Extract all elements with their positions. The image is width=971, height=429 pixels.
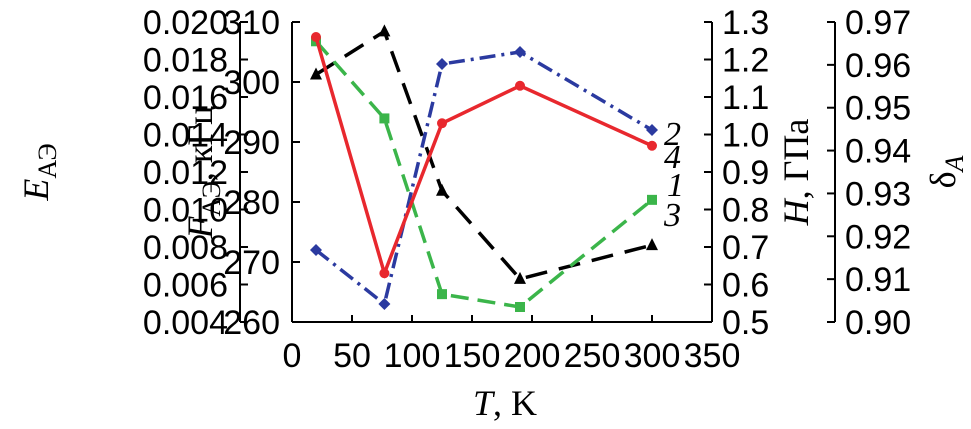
e-tick-label: 0.008 bbox=[143, 229, 228, 267]
f-tick-label: 300 bbox=[223, 64, 280, 102]
f-tick-label: 270 bbox=[223, 244, 280, 282]
series-2-point bbox=[378, 298, 391, 310]
e-tick-label: 0.012 bbox=[143, 154, 228, 192]
h-tick-label: 0.6 bbox=[722, 267, 769, 305]
x-tick-label: 200 bbox=[504, 337, 561, 375]
h-tick-label: 1.0 bbox=[722, 117, 769, 155]
curve-label-2: 2 bbox=[664, 116, 681, 153]
e-tick-label: 0.018 bbox=[143, 42, 228, 80]
f-tick-label: 260 bbox=[223, 304, 280, 342]
e-tick-label: 0.006 bbox=[143, 267, 228, 305]
delta-tick-label: 0.97 bbox=[845, 4, 911, 42]
delta-tick-label: 0.96 bbox=[845, 47, 911, 85]
series-1-point bbox=[436, 183, 448, 196]
series-3-point bbox=[515, 302, 525, 312]
delta-axis-title: δA bbox=[923, 155, 969, 188]
h-axis-title: H, ГПа bbox=[776, 119, 816, 227]
delta-tick-label: 0.95 bbox=[845, 90, 911, 128]
f-tick-label: 310 bbox=[223, 4, 280, 42]
series-3-point bbox=[647, 194, 657, 205]
x-axis-title: T, K bbox=[473, 383, 537, 423]
delta-tick-label: 0.91 bbox=[845, 261, 911, 299]
h-tick-label: 0.9 bbox=[722, 154, 769, 192]
x-tick-label: 250 bbox=[564, 337, 621, 375]
series-3 bbox=[311, 36, 657, 312]
series-4-point bbox=[379, 268, 390, 279]
series-1 bbox=[310, 24, 658, 284]
x-tick-label: 350 bbox=[684, 337, 741, 375]
x-tick-label: 150 bbox=[444, 337, 501, 375]
x-tick-label: 50 bbox=[333, 337, 371, 375]
series-2-point bbox=[436, 58, 448, 70]
f-axis-title: FАЭ, кГц bbox=[180, 106, 226, 240]
curve-label-1: 1 bbox=[667, 167, 684, 204]
h-tick-label: 0.7 bbox=[722, 229, 769, 267]
series-3-line bbox=[314, 40, 654, 309]
e-axis-title: EАЭ bbox=[16, 143, 62, 201]
h-tick-label: 0.8 bbox=[722, 192, 769, 230]
series-4-point bbox=[311, 32, 321, 42]
e-tick-label: 0.020 bbox=[143, 4, 228, 42]
tick-labels: 0 50 100 150 200 250 300 3500.0200.0180.0160.01… bbox=[143, 4, 911, 375]
series-3-point bbox=[437, 289, 447, 300]
series-4 bbox=[311, 32, 657, 279]
h-tick-label: 1.2 bbox=[722, 42, 769, 80]
e-tick-label: 0.010 bbox=[143, 192, 228, 230]
curve-label-4: 4 bbox=[664, 139, 681, 176]
series-1-point bbox=[646, 238, 658, 251]
delta-tick-label: 0.92 bbox=[845, 218, 911, 256]
series-4-point bbox=[515, 80, 525, 91]
series-2-line bbox=[314, 50, 653, 308]
series-3-point bbox=[379, 113, 390, 124]
x-tick-label: 0 bbox=[283, 337, 302, 375]
plot-frame bbox=[239, 21, 836, 323]
series-1-point bbox=[310, 67, 322, 80]
series-2-point bbox=[310, 244, 322, 256]
h-tick-label: 1.3 bbox=[722, 4, 769, 42]
series-4-point bbox=[647, 140, 657, 151]
series-1-point bbox=[514, 271, 526, 284]
delta-tick-label: 0.93 bbox=[845, 175, 911, 213]
series-layer: 1 2 3 4 bbox=[310, 24, 684, 312]
f-tick-label: 290 bbox=[223, 124, 280, 162]
e-tick-label: 0.016 bbox=[143, 79, 228, 117]
delta-tick-label: 0.94 bbox=[845, 133, 911, 171]
x-tick-label: 300 bbox=[624, 337, 681, 375]
series-4-point bbox=[437, 118, 447, 129]
series-2 bbox=[310, 46, 658, 310]
series-2-point bbox=[514, 46, 526, 58]
series-2-point bbox=[646, 124, 658, 136]
h-tick-label: 0.5 bbox=[722, 304, 769, 342]
h-tick-label: 1.1 bbox=[722, 79, 769, 117]
series-1-point bbox=[378, 24, 391, 37]
e-tick-label: 0.014 bbox=[143, 117, 228, 155]
delta-tick-label: 0.90 bbox=[845, 304, 911, 342]
x-tick-label: 100 bbox=[384, 337, 441, 375]
curve-label-3: 3 bbox=[663, 197, 681, 234]
axis-titles: T, K EАЭ FАЭ, кГц H, ГПа δA bbox=[16, 106, 969, 423]
f-tick-label: 280 bbox=[223, 184, 280, 222]
e-tick-label: 0.004 bbox=[143, 304, 228, 342]
